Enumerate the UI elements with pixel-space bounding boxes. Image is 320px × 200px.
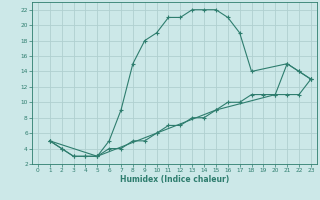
X-axis label: Humidex (Indice chaleur): Humidex (Indice chaleur) — [120, 175, 229, 184]
